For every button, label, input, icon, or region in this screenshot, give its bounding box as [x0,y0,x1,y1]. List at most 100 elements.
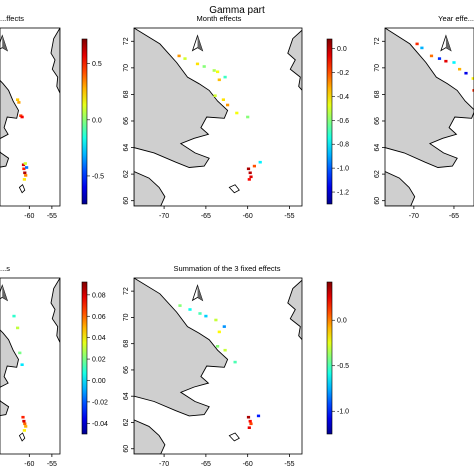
colorbar-tick-label: -0.8 [337,142,349,149]
data-point [213,94,217,97]
y-tick-label: 62 [123,418,130,426]
x-tick-label: -70 [159,213,169,220]
data-point [247,426,251,429]
colorbar: 0.0 -0.5 -1.0 [326,281,349,435]
data-point [183,57,187,60]
data-point [258,160,262,164]
colorbar: 0.0 -0.2 -0.4 -0.6 -0.8 -1.0 -1.2 [326,38,349,205]
panel-map [134,28,302,206]
y-tick-label: 72 [123,37,130,45]
data-point [198,312,202,315]
data-point [204,314,208,318]
y-tick-label: 66 [123,117,130,125]
y-tick-label: 72 [374,37,381,45]
data-point [24,174,28,177]
panel-title: ...s [0,264,10,273]
colorbar-tick-label: -0.2 [337,70,349,77]
data-point [233,360,237,364]
colorbar-bar [326,38,333,205]
data-point [23,422,27,426]
data-point [452,61,456,64]
colorbar: 0.5 0.0 -0.5 [81,38,104,205]
panel-map [385,28,474,206]
colorbar-tick-label: 0.00 [92,378,106,385]
panel-top-middle: Month effects -70 -65 -60 -55 60 62 64 66 68 70 72 0… [123,14,349,220]
colorbar-tick-label: -0.5 [92,173,104,180]
data-point [217,78,221,82]
data-point [217,330,221,334]
colorbar-bar [81,38,88,205]
panel-top-right: Year effe... -70 -65 60 62 64 66 68 70 72 [374,14,474,220]
x-tick-label: -60 [243,213,253,220]
panel-title: Year effe... [438,14,474,23]
north-arrow-shade [2,35,8,51]
north-arrow-shade [197,35,203,51]
colorbar-tick-label: -0.5 [337,363,349,370]
y-tick-label: 62 [374,170,381,178]
land-polygon [385,28,474,168]
island-outline [18,184,26,194]
colorbar-tick-label: 0.06 [92,314,106,321]
panels: ...ffects -60 -55 0.5 0.0 -0.5 Month effects -7… [0,14,474,468]
panel-bottom-middle: Summation of the 3 fixed effects -70 -65 -6… [123,264,349,468]
x-tick-label: -60 [24,461,34,468]
colorbar-bar [326,281,333,435]
x-tick-label: -65 [201,461,211,468]
y-tick-label: 68 [123,90,130,98]
data-point [437,57,442,60]
data-point [249,175,253,179]
y-tick-label: 66 [374,117,381,125]
data-point [235,111,239,115]
data-point [248,419,252,423]
x-tick-label: -55 [284,461,294,468]
land-polygon [0,329,19,416]
data-point [247,178,251,181]
north-arrow-shade [2,285,8,301]
x-tick-label: -65 [449,213,459,220]
y-tick-label: 62 [123,170,130,178]
land-polygon [50,278,60,343]
colorbar-tick-label: 0.04 [92,335,106,342]
y-tick-label: 60 [123,197,130,205]
data-point [252,164,256,168]
data-point [471,77,474,80]
colorbar-tick-label: -0.4 [337,94,349,101]
data-point [17,101,21,104]
data-point [23,162,27,165]
data-point [472,89,474,92]
colorbar-tick-label: -0.02 [92,399,108,406]
y-tick-label: 66 [123,366,130,374]
data-point [195,62,200,66]
data-point [212,69,216,72]
island-outline [18,432,26,442]
panel-frame [133,27,303,207]
data-point [178,304,182,307]
data-point [25,166,29,169]
data-point [248,171,252,175]
data-point [16,326,20,330]
data-point [22,178,26,181]
data-point [420,46,424,50]
colorbar-tick-label: -1.0 [337,409,349,416]
data-point [246,415,251,419]
data-point [249,422,253,426]
x-tick-label: -60 [243,461,253,468]
panel-map [134,278,302,454]
x-tick-label: -70 [409,213,419,220]
y-tick-label: 70 [123,313,130,321]
colorbar-tick-label: 0.5 [92,61,102,68]
data-point [223,75,227,79]
data-point [23,171,27,175]
land-polygon [385,171,416,206]
data-point [22,419,26,423]
land-polygon [287,279,302,341]
data-point [429,54,434,58]
panel-title: Month effects [197,14,242,23]
colorbar-bar [81,281,88,435]
data-point [214,318,218,322]
colorbar: 0.08 0.06 0.04 0.02 0.00 -0.02 -0.04 [81,281,108,435]
data-point [246,115,250,119]
x-tick-label: -70 [159,461,169,468]
data-point [226,103,230,107]
data-point [223,348,227,352]
